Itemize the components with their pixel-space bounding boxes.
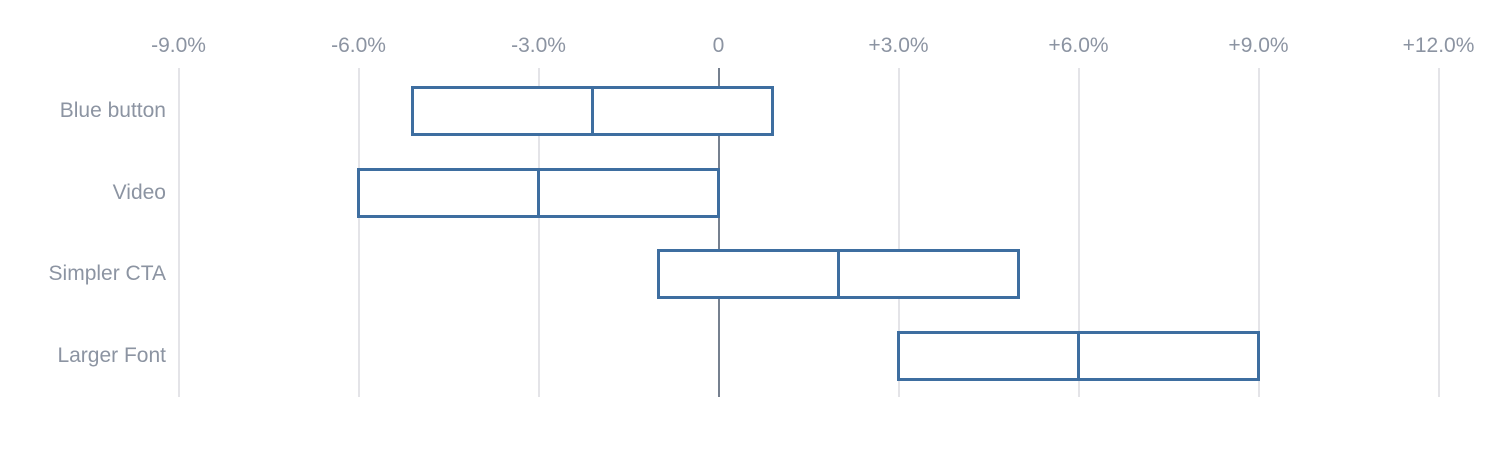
x-tick-label: +6.0% — [1048, 34, 1109, 57]
category-label-video: Video — [112, 180, 166, 204]
gridline--9.0 — [177, 68, 180, 397]
x-tick-label: 0 — [712, 34, 725, 57]
category-label-larger-font: Larger Font — [57, 344, 166, 368]
gridline-12.0 — [1437, 68, 1440, 397]
x-tick-label: -9.0% — [151, 34, 206, 57]
category-label-blue-button: Blue button — [59, 99, 166, 122]
midpoint-line-simpler-cta — [837, 249, 840, 300]
zero-axis-line — [717, 68, 720, 397]
midpoint-line-video — [537, 167, 540, 218]
gridline-6.0 — [1077, 68, 1080, 397]
gridline-3.0 — [897, 68, 900, 397]
gridline--6.0 — [357, 68, 360, 397]
x-tick-label: +9.0% — [1228, 34, 1289, 57]
gridline--3.0 — [537, 68, 540, 397]
midpoint-line-blue-button — [591, 86, 594, 136]
x-tick-label: -3.0% — [511, 34, 566, 57]
x-tick-label: -6.0% — [331, 34, 386, 57]
x-tick-label: +12.0% — [1402, 34, 1475, 57]
midpoint-line-larger-font — [1077, 331, 1080, 382]
gridline-9.0 — [1257, 68, 1260, 397]
category-label-simpler-cta: Simpler CTA — [48, 262, 166, 286]
x-tick-label: +3.0% — [868, 34, 929, 57]
